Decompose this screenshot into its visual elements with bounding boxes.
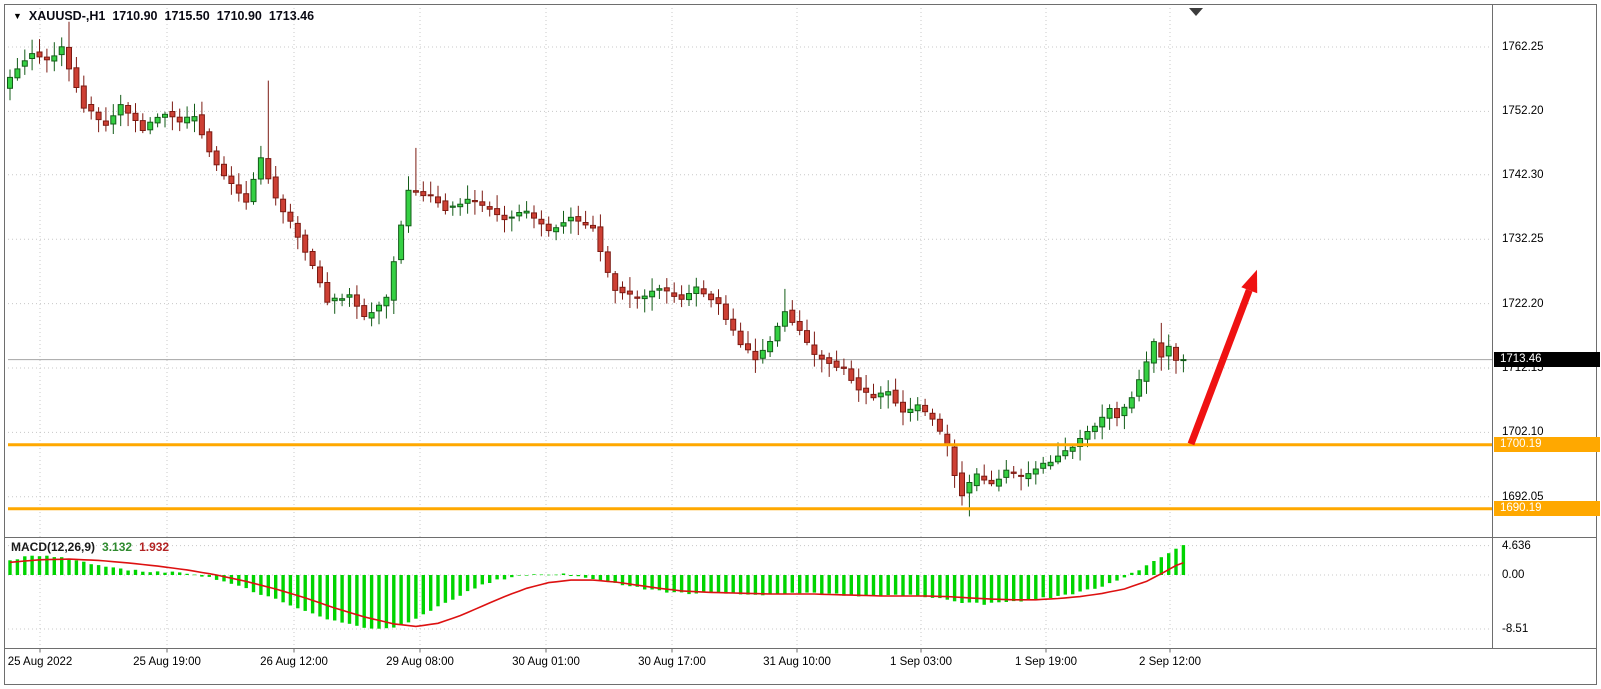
time-tick-label: 1 Sep 19:00	[1014, 656, 1078, 668]
time-tick-label: 1 Sep 03:00	[889, 656, 953, 668]
price-tick-label: 1722.20	[1502, 298, 1544, 310]
level-badge-1690: 1690.19	[1494, 501, 1600, 517]
ohlc-low: 1710.90	[216, 9, 262, 23]
macd-tick-label: 4.636	[1502, 540, 1531, 552]
candlestick-series	[7, 21, 1187, 517]
macd-tick-label: 0.00	[1502, 569, 1525, 581]
trend-arrow[interactable]	[1187, 269, 1258, 446]
indicator-name: MACD(12,26,9)	[11, 540, 96, 554]
price-tick-label: 1692.05	[1502, 491, 1544, 503]
time-tick-label: 30 Aug 17:00	[638, 656, 706, 668]
time-tick-label: 31 Aug 10:00	[763, 656, 831, 668]
time-tick-label: 25 Aug 2022	[7, 656, 73, 668]
time-tick-label: 25 Aug 19:00	[133, 656, 201, 668]
price-tick-label: 1702.10	[1502, 426, 1544, 438]
time-tick-label: 30 Aug 01:00	[512, 656, 580, 668]
ohlc-close: 1713.46	[268, 9, 315, 23]
level-badge-1700: 1700.19	[1494, 437, 1600, 453]
bid-price-badge: 1713.46	[1494, 352, 1600, 368]
time-tick-label: 2 Sep 12:00	[1138, 656, 1202, 668]
pane-frame	[4, 4, 1597, 685]
chart-shift-marker-icon[interactable]	[1189, 8, 1203, 16]
macd-indicator	[8, 545, 1186, 629]
price-tick-label: 1742.30	[1502, 169, 1544, 181]
horizontal-level-lines[interactable]	[8, 443, 1492, 511]
symbol-timeframe: XAUUSD-,H1	[28, 9, 106, 23]
price-tick-label: 1752.20	[1502, 105, 1544, 117]
symbol-marker-icon: ▼	[13, 11, 22, 21]
indicator-main-value: 3.132	[102, 540, 133, 554]
time-tick-label: 26 Aug 12:00	[260, 656, 328, 668]
ohlc-high: 1715.50	[164, 9, 210, 23]
grid-lines	[8, 8, 1492, 653]
indicator-label: MACD(12,26,9) 3.132 1.932	[11, 540, 169, 554]
time-tick-label: 29 Aug 08:00	[386, 656, 454, 668]
macd-tick-label: -8.51	[1502, 623, 1529, 635]
chart-header: ▼ XAUUSD-,H1 1710.90 1715.50 1710.90 171…	[13, 9, 314, 23]
indicator-signal-value: 1.932	[139, 540, 170, 554]
price-tick-label: 1732.25	[1502, 233, 1544, 245]
ohlc-open: 1710.90	[112, 9, 158, 23]
price-tick-label: 1762.25	[1502, 41, 1544, 53]
